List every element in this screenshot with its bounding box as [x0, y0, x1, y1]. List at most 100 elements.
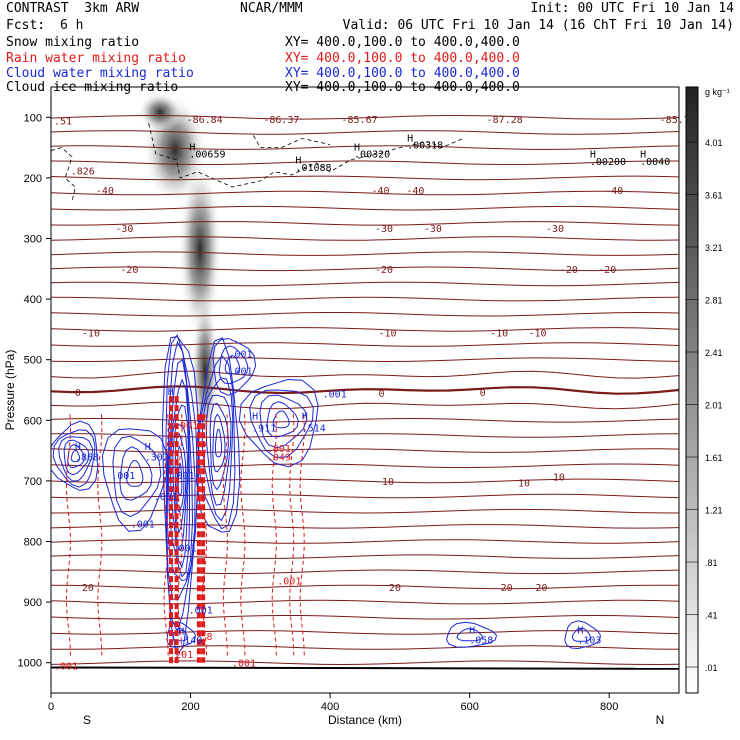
rain-water-label: .201 — [169, 650, 193, 661]
forecast-hour: 6 h — [60, 18, 84, 33]
temperature-contour — [51, 433, 679, 438]
cloud-water-label: H — [252, 411, 258, 422]
cloud-water-label: .001 — [131, 519, 155, 530]
cloud-ice-label: .00200 — [590, 157, 626, 168]
x-axis-label: Distance (km) — [328, 713, 402, 727]
cloud-water-label: .514 — [302, 424, 326, 435]
colorbar-tick-label: .41 — [705, 611, 718, 621]
temperature-label: -87.28 — [487, 115, 523, 126]
temperature-contour — [51, 296, 679, 302]
temperature-contour — [51, 630, 679, 635]
y-tick-label: 900 — [24, 597, 42, 609]
y-tick-label: 100 — [24, 112, 42, 124]
rain-water-contour — [97, 414, 103, 657]
temperature-label: -40 — [406, 186, 424, 197]
cloud-water-contour — [165, 340, 196, 601]
y-tick-label: 200 — [24, 173, 42, 185]
model-title: CONTRAST 3km ARW — [6, 1, 140, 16]
north-label: N — [656, 713, 665, 727]
cloud-water-label: .001 — [323, 390, 347, 401]
rain-water-contours — [65, 396, 305, 666]
cloud-water-contour — [259, 394, 308, 449]
cloud-water-contour — [167, 378, 191, 578]
axes: 0 200 400 600 800100200300400500600700800900… — [18, 112, 619, 713]
snow-plume-mid — [178, 160, 222, 340]
temperature-label: 20 — [535, 583, 547, 594]
temperature-label: 0 — [480, 388, 486, 399]
temperature-label: -30 — [424, 224, 442, 235]
cloud-water-label: H — [577, 625, 583, 636]
cloud-ice-label: .01088 — [295, 163, 331, 174]
cloud-water-contour — [272, 410, 290, 429]
temperature-label: 10 — [382, 477, 394, 488]
temperature-contour — [51, 342, 679, 347]
x-tick-label: 400 — [321, 701, 339, 713]
temperature-label: -86.84 — [187, 115, 223, 126]
cloud-water-contour — [218, 345, 249, 385]
cloud-ice-label: H — [640, 150, 646, 161]
cloud-water-contour — [52, 429, 96, 488]
cloud-water-contour — [112, 435, 162, 518]
cloud-water-label: .001 — [228, 350, 252, 361]
temperature-contour — [51, 508, 679, 514]
valid-time: Valid: 06 UTC Fri 10 Jan 14 (16 ChT Fri … — [342, 18, 734, 33]
temperature-contour — [51, 524, 679, 529]
temperature-contour — [51, 554, 679, 559]
colorbar-tick-label: 2.01 — [705, 401, 723, 411]
temperature-contour — [51, 311, 679, 317]
temperature-label: -40 — [605, 186, 623, 197]
y-axis-label: Pressure (hPa) — [3, 350, 17, 431]
snow-shading — [138, 92, 222, 445]
cloud-water-contour — [564, 620, 601, 650]
rain-water-contour — [240, 414, 246, 657]
cloud-water-contour — [224, 355, 241, 375]
temperature-contour — [51, 569, 679, 575]
temperature-label: 20 — [389, 583, 401, 594]
temperature-contours — [51, 114, 679, 670]
temperature-contour — [51, 584, 679, 590]
temperature-contour — [51, 370, 679, 379]
cloud-water-contour — [126, 460, 144, 487]
rain-water-contour — [289, 414, 295, 657]
cloud-water-label: .103 — [577, 636, 601, 647]
cloud-ice-contour — [148, 123, 463, 188]
temperature-label: -10 — [528, 328, 546, 339]
cloud-ice-label: .00320 — [354, 150, 390, 161]
x-tick-label: 800 — [600, 701, 618, 713]
temperature-label: -20 — [120, 265, 138, 276]
temperature-contour — [51, 599, 679, 605]
cloud-water-contour — [161, 336, 199, 656]
legend-snow-label: Snow mixing ratio — [6, 35, 140, 50]
temperature-contour — [51, 221, 679, 226]
temperature-label: -20 — [375, 265, 393, 276]
temperature-label: -85.67 — [341, 115, 377, 126]
cloud-water-contour — [571, 627, 591, 642]
temperature-contour — [51, 614, 679, 620]
cloud-ice-label: .00318 — [407, 141, 443, 152]
rain-water-label: .001 — [174, 421, 198, 432]
cloud-water-label: H — [145, 442, 151, 453]
temperature-label: .826 — [71, 167, 95, 178]
cloud-ice-label: H — [407, 133, 413, 144]
temperature-contour — [51, 145, 679, 150]
cloud-water-label: H — [469, 625, 475, 636]
cloud-water-contour — [446, 621, 498, 648]
colorbar-tick-label: 1.21 — [705, 506, 723, 516]
y-tick-label: 1000 — [18, 658, 42, 670]
temperature-label: 10 — [518, 479, 530, 490]
temperature-contour — [51, 357, 679, 363]
temperature-label: -20 — [598, 265, 616, 276]
colorbar-tick-label: 2.41 — [705, 348, 723, 358]
temperature-contour — [51, 401, 679, 410]
temperature-contour — [51, 251, 679, 256]
cloud-ice-contour — [253, 135, 331, 148]
rain-water-contour — [299, 414, 305, 657]
rain-water-label: .001 — [232, 659, 256, 670]
cloud-water-contour — [58, 436, 93, 482]
cloud-water-contour — [212, 413, 226, 473]
colorbar: g kg⁻¹ 4.01 3.61 3.21 2.81 2.41 2.01 1.61 1.21.… — [685, 86, 730, 694]
temperature-label: -30 — [546, 224, 564, 235]
temperature-contour — [51, 266, 679, 272]
rain-water-label: .001 — [267, 444, 291, 455]
cloud-water-contour — [266, 401, 299, 438]
